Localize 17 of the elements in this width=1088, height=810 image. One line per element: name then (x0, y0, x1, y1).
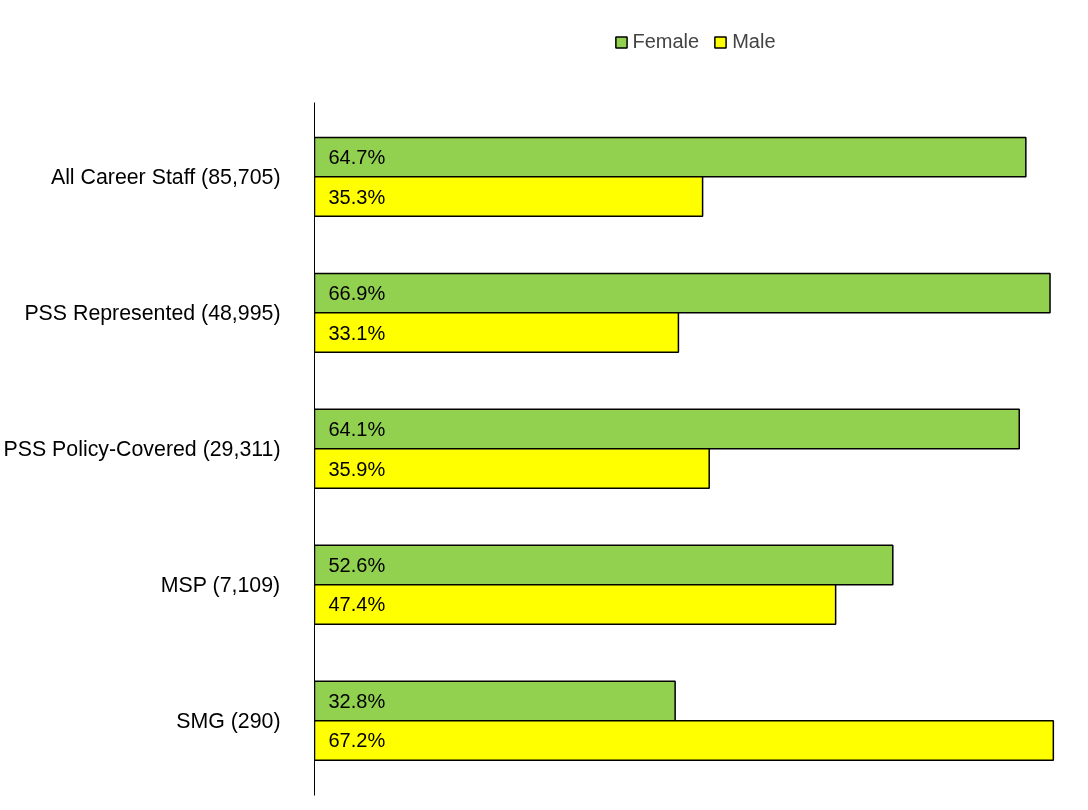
data-label: 33.1% (328, 321, 386, 344)
data-label: 35.3% (328, 185, 386, 208)
data-label: 32.8% (328, 690, 386, 712)
data-label: 47.4% (328, 593, 386, 616)
data-label: 67.2% (328, 729, 386, 752)
data-label: 35.9% (328, 457, 386, 480)
y-tick-label: All Career Staff (85,705) (50, 164, 281, 189)
data-label: 66.9% (328, 282, 386, 305)
y-tick-label: SMG (290) (176, 708, 281, 733)
data-label: 52.6% (328, 554, 386, 577)
legend-label: Male (732, 30, 776, 53)
y-tick-label: MSP (7,109) (160, 572, 281, 597)
data-label: 64.1% (328, 418, 386, 441)
legend-label: Female (632, 30, 700, 53)
y-tick-label: PSS Policy-Covered (29,311) (3, 436, 281, 461)
y-tick-label: PSS Represented (48,995) (24, 300, 281, 325)
data-label: 64.7% (328, 146, 386, 169)
